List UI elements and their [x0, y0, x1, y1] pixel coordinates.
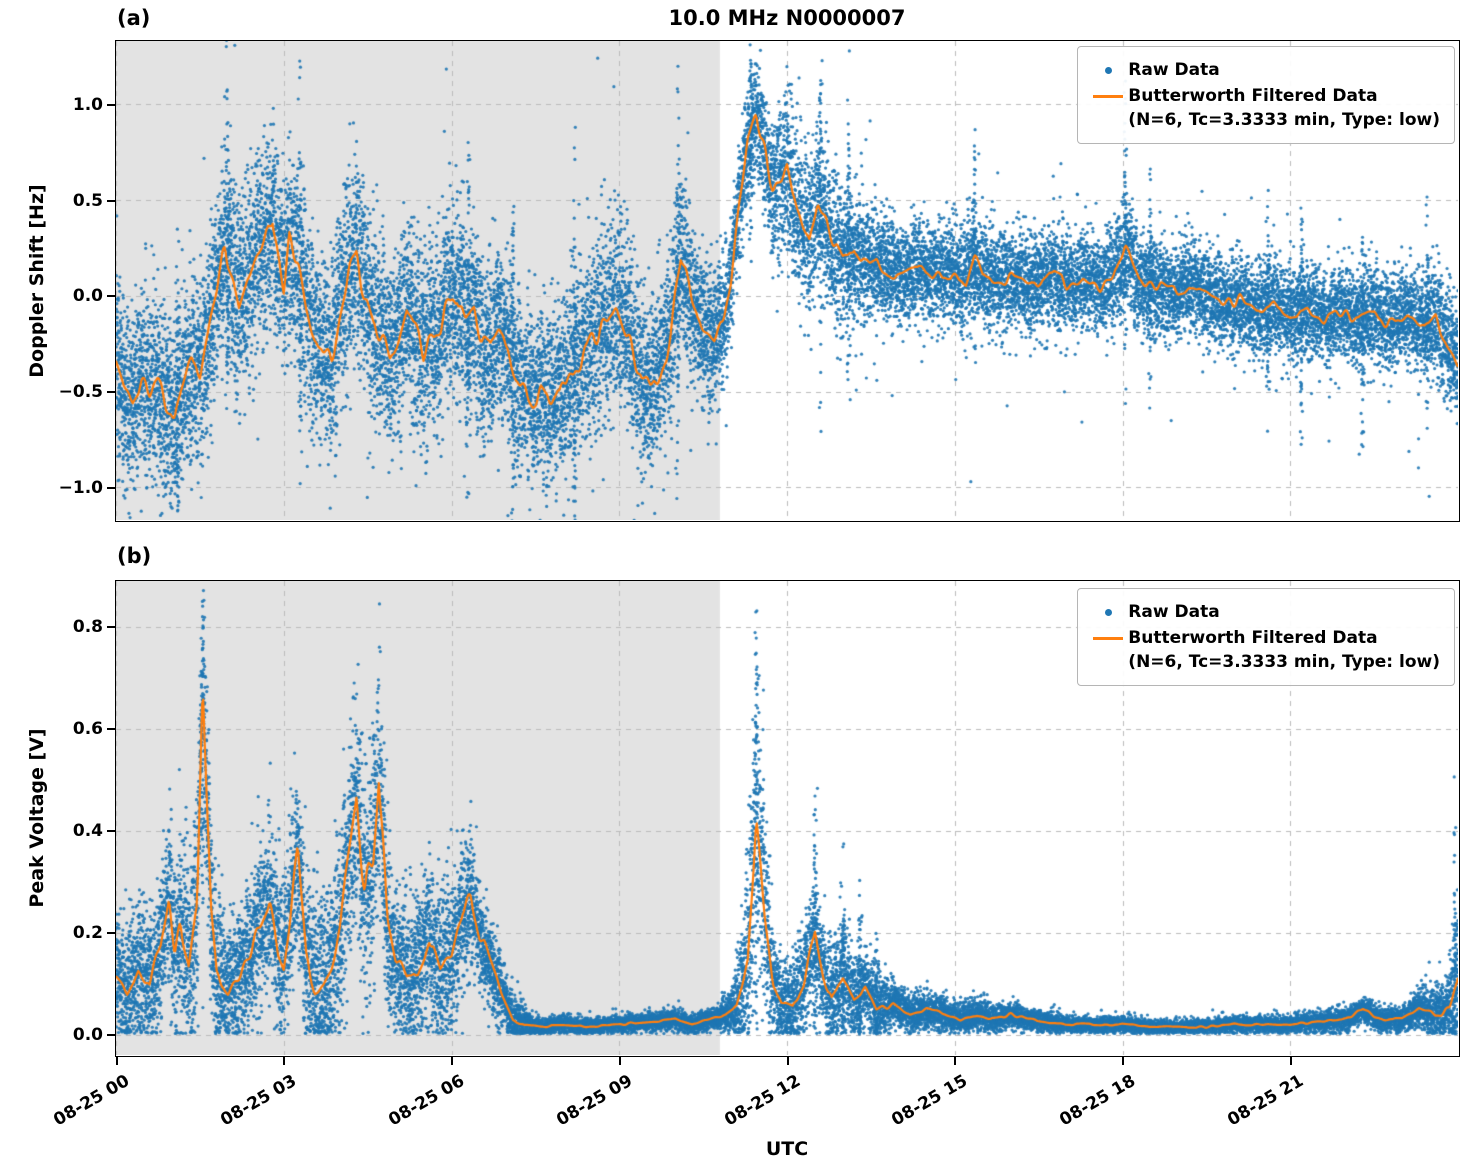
y-tick-label: 0.0 — [72, 1025, 103, 1046]
y-tick-label: 0.4 — [72, 821, 103, 842]
y-tick-mark — [107, 295, 115, 298]
legend-filtered-text: Butterworth Filtered Data (N=6, Tc=3.333… — [1128, 626, 1440, 674]
x-tick-mark — [283, 1057, 286, 1065]
x-tick-mark — [618, 1057, 621, 1065]
x-tick-mark — [1122, 1057, 1124, 1065]
x-tick-mark — [451, 1057, 453, 1065]
panel-a-ylabel: Doppler Shift [Hz] — [26, 184, 48, 378]
x-tick-label: 08-25 09 — [553, 1071, 636, 1131]
panel-b-legend: Raw Data Butterworth Filtered Data (N=6,… — [1077, 588, 1455, 686]
legend-filtered-label: Butterworth Filtered Data — [1128, 86, 1378, 106]
x-axis-label: UTC — [765, 1138, 809, 1160]
raw-data-dot-icon — [1088, 58, 1128, 82]
y-tick-label: −1.0 — [58, 477, 103, 498]
x-tick-mark — [954, 1057, 957, 1065]
y-tick-label: 0.6 — [72, 719, 103, 740]
legend-item-filtered: Butterworth Filtered Data (N=6, Tc=3.333… — [1088, 84, 1440, 132]
raw-data-dot-icon — [1088, 600, 1128, 624]
panel-a-legend: Raw Data Butterworth Filtered Data (N=6,… — [1077, 46, 1455, 144]
x-tick-label: 08-25 18 — [1056, 1071, 1139, 1131]
x-tick-label: 08-25 15 — [888, 1071, 972, 1131]
legend-raw-label: Raw Data — [1128, 602, 1220, 622]
filtered-line-icon — [1088, 84, 1128, 108]
x-tick-label: 08-25 00 — [49, 1071, 133, 1131]
y-tick-mark — [107, 830, 115, 833]
legend-filtered-sublabel: (N=6, Tc=3.3333 min, Type: low) — [1128, 652, 1440, 672]
x-tick-label: 08-25 03 — [217, 1071, 301, 1131]
legend-filtered-text: Butterworth Filtered Data (N=6, Tc=3.333… — [1128, 84, 1440, 132]
x-tick-mark — [1289, 1057, 1292, 1065]
y-tick-label: 0.8 — [72, 617, 103, 638]
legend-item-raw: Raw Data — [1088, 58, 1440, 82]
x-tick-label: 08-25 12 — [720, 1071, 804, 1131]
legend-raw-label: Raw Data — [1128, 60, 1220, 80]
y-tick-mark — [107, 486, 115, 489]
y-tick-mark — [107, 728, 115, 731]
legend-filtered-label: Butterworth Filtered Data — [1128, 628, 1378, 648]
y-tick-mark — [107, 391, 115, 394]
panel-a-tag: (a) — [117, 6, 151, 30]
y-tick-mark — [107, 103, 115, 106]
y-tick-label: 0.2 — [72, 923, 103, 944]
y-tick-mark — [107, 199, 115, 202]
x-tick-label: 08-25 21 — [1224, 1071, 1307, 1131]
panel-b-ylabel: Peak Voltage [V] — [26, 728, 48, 908]
chart-title: 10.0 MHz N0000007 — [668, 6, 906, 30]
y-tick-label: 0.0 — [72, 286, 103, 307]
y-tick-label: 1.0 — [72, 94, 103, 115]
x-tick-mark — [115, 1057, 118, 1065]
legend-item-raw: Raw Data — [1088, 600, 1440, 624]
y-tick-label: 0.5 — [72, 190, 103, 211]
x-tick-mark — [786, 1057, 789, 1065]
legend-item-filtered: Butterworth Filtered Data (N=6, Tc=3.333… — [1088, 626, 1440, 674]
legend-filtered-sublabel: (N=6, Tc=3.3333 min, Type: low) — [1128, 110, 1440, 130]
panel-b-tag: (b) — [117, 544, 152, 568]
y-tick-mark — [107, 1034, 115, 1037]
y-tick-mark — [107, 932, 115, 935]
x-tick-label: 08-25 06 — [385, 1071, 468, 1131]
y-tick-label: −0.5 — [58, 382, 103, 403]
y-tick-mark — [107, 626, 115, 629]
filtered-line-icon — [1088, 626, 1128, 650]
